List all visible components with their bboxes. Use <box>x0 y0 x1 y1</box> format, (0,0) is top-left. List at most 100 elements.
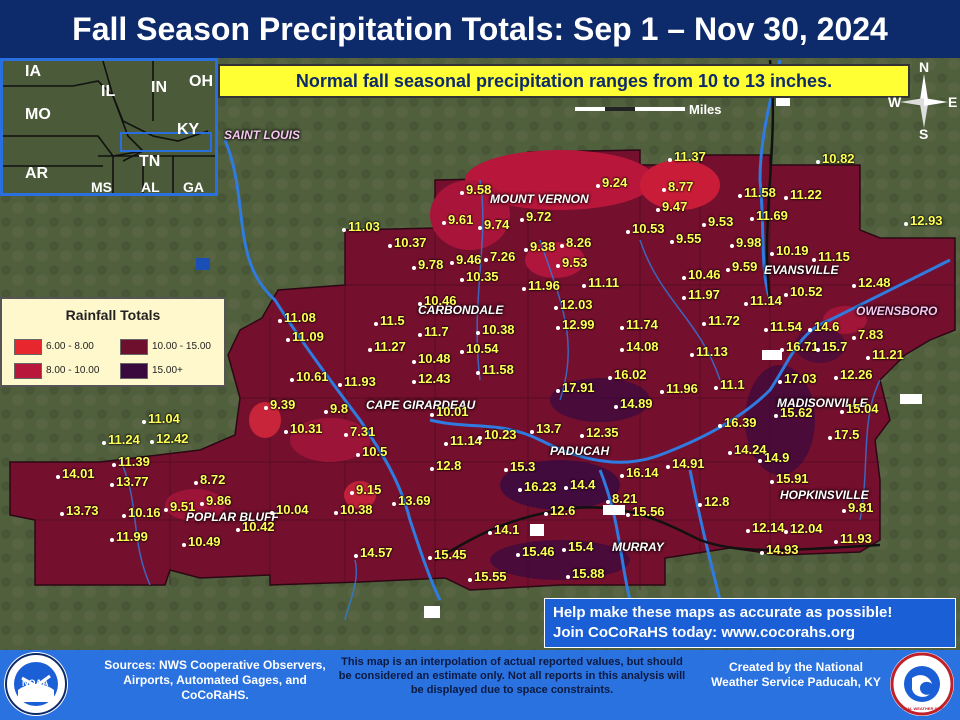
precip-value: 17.03 <box>784 371 817 386</box>
precip-value: 9.58 <box>466 182 492 197</box>
precip-value: 12.42 <box>156 431 189 446</box>
precip-value: 14.9 <box>764 450 790 465</box>
precip-value: 12.26 <box>840 367 873 382</box>
station-dot <box>760 551 764 555</box>
precip-value: 12.99 <box>562 317 595 332</box>
precip-value: 7.31 <box>350 424 376 439</box>
precip-value: 12.6 <box>550 503 576 518</box>
station-dot <box>670 240 674 244</box>
station-dot <box>784 530 788 534</box>
precip-value: 10.01 <box>436 404 469 419</box>
station-dot <box>620 326 624 330</box>
zone-15-plus <box>490 540 630 580</box>
station-dot <box>812 258 816 262</box>
zone-6-8 <box>344 481 376 509</box>
precip-region <box>9 149 956 591</box>
precip-value: 10.19 <box>776 243 809 258</box>
station-dot <box>764 328 768 332</box>
precip-value: 11.58 <box>744 185 776 200</box>
station-dot <box>338 383 342 387</box>
station-dot <box>770 480 774 484</box>
precip-value: 10.53 <box>632 221 665 236</box>
rainfall-legend: Rainfall Totals 6.00 - 8.00 8.00 - 10.00… <box>0 297 226 387</box>
precip-value: 8.72 <box>200 472 226 487</box>
station-dot <box>392 502 396 506</box>
zone-8-10 <box>465 150 655 210</box>
legend-swatch <box>14 363 42 379</box>
precip-value: 16.02 <box>614 367 647 382</box>
station-dot <box>668 158 672 162</box>
precip-value: 15.3 <box>510 459 536 474</box>
station-dot <box>164 508 168 512</box>
precip-value: 7.26 <box>490 249 516 264</box>
precip-value: 11.5 <box>380 313 405 328</box>
station-dot <box>554 306 558 310</box>
precip-value: 9.86 <box>206 493 232 508</box>
precip-value: 14.4 <box>570 477 596 492</box>
legend-swatch <box>120 363 148 379</box>
station-dot <box>478 436 482 440</box>
precip-value: 11.24 <box>108 432 140 447</box>
city-madisonville: MADISONVILLE <box>777 396 868 410</box>
inset-label-tn: TN <box>139 153 161 170</box>
precip-value: 13.73 <box>66 503 99 518</box>
precip-value: 11.22 <box>790 187 822 202</box>
precip-value: 14.89 <box>620 396 653 411</box>
station-dot <box>112 463 116 467</box>
precip-value: 11.1 <box>720 377 745 392</box>
map-title: Fall Season Precipitation Totals: Sep 1 … <box>0 0 960 58</box>
cocorahs-line-2[interactable]: Join CoCoRaHS today: www.cocorahs.org <box>553 624 855 641</box>
station-dot <box>780 348 784 352</box>
legend-label: 15.00+ <box>152 365 183 376</box>
precip-value: 10.61 <box>296 369 329 384</box>
streams <box>119 179 881 621</box>
precip-value: 11.08 <box>284 310 316 325</box>
inset-label-ar: AR <box>25 165 49 182</box>
precip-value: 11.58 <box>482 362 514 377</box>
precip-value: 12.03 <box>560 297 593 312</box>
legend-label: 6.00 - 8.00 <box>46 341 94 352</box>
station-dot <box>866 356 870 360</box>
precip-value: 12.8 <box>704 494 730 509</box>
station-dot <box>430 467 434 471</box>
cocorahs-banner[interactable]: Help make these maps as accurate as poss… <box>544 598 956 648</box>
station-dot <box>718 424 722 428</box>
precip-value: 11.37 <box>674 149 706 164</box>
precip-value: 14.24 <box>734 442 767 457</box>
legend-swatch <box>120 339 148 355</box>
precip-value: 11.03 <box>348 219 380 234</box>
station-dot <box>904 222 908 226</box>
station-dot <box>488 531 492 535</box>
station-dot <box>342 228 346 232</box>
station-dot <box>368 348 372 352</box>
precip-value: 11.93 <box>840 531 872 546</box>
station-dot <box>556 264 560 268</box>
station-dot <box>388 244 392 248</box>
precip-value: 12.48 <box>858 275 891 290</box>
station-dot <box>580 434 584 438</box>
precip-value: 15.62 <box>780 405 813 420</box>
station-dot <box>442 221 446 225</box>
compass-w: W <box>888 94 902 110</box>
city-mount-vernon: MOUNT VERNON <box>490 192 589 206</box>
scale-segment <box>605 107 635 111</box>
precip-value: 15.46 <box>522 544 555 559</box>
precip-value: 16.14 <box>626 465 659 480</box>
station-dot <box>828 436 832 440</box>
station-dot <box>660 390 664 394</box>
precip-value: 11.97 <box>688 287 720 302</box>
precip-value: 11.74 <box>626 317 658 332</box>
precip-value: 10.16 <box>128 505 161 520</box>
precip-value: 10.46 <box>424 293 457 308</box>
legend-title: Rainfall Totals <box>65 307 161 323</box>
station-dot <box>56 475 60 479</box>
precip-value: 14.6 <box>814 319 840 334</box>
station-dot <box>110 483 114 487</box>
precip-value: 11.21 <box>872 347 904 362</box>
station-dot <box>460 278 464 282</box>
cocorahs-line-1: Help make these maps as accurate as poss… <box>553 604 893 621</box>
normal-precip-note: Normal fall seasonal precipitation range… <box>218 64 910 98</box>
precip-value: 10.37 <box>394 235 427 250</box>
inset-label-ia: IA <box>25 63 41 80</box>
precip-value: 15.56 <box>632 504 665 519</box>
